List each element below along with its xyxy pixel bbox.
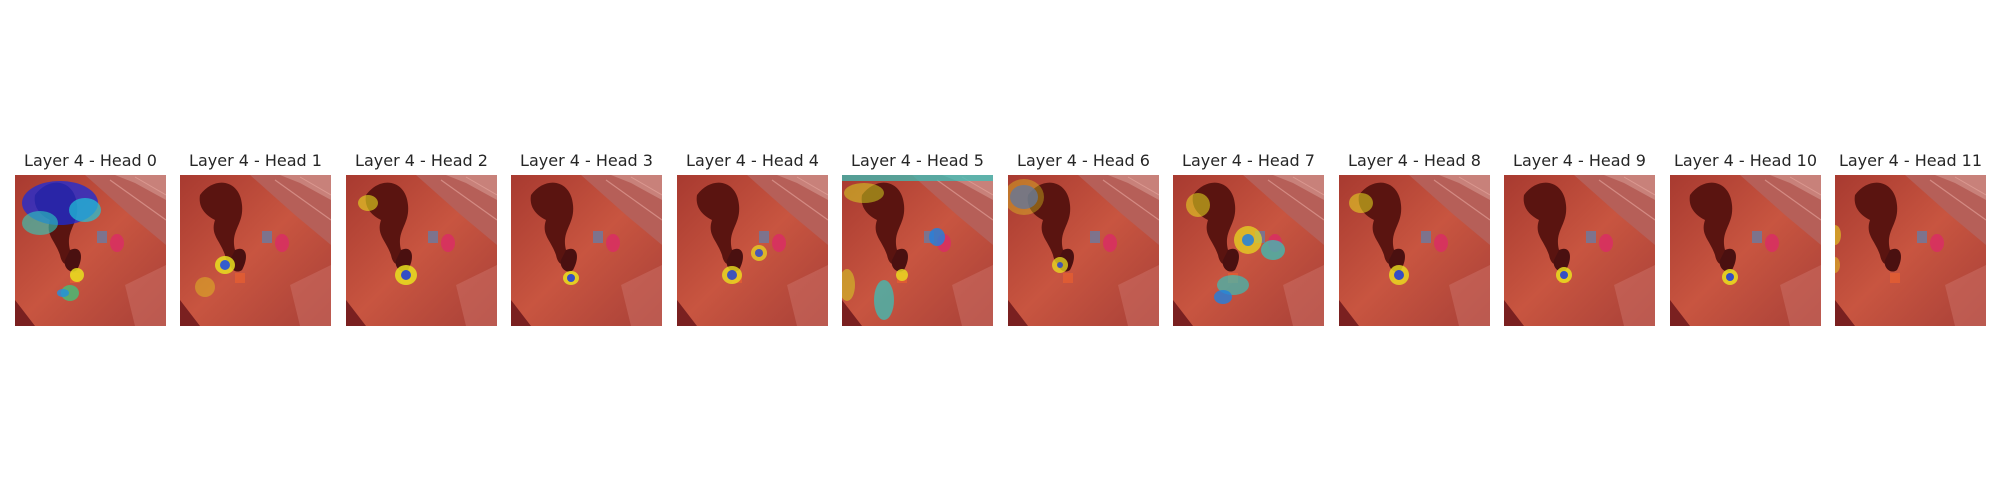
panel-head-8: Layer 4 - Head 8 — [1339, 150, 1490, 326]
panel-title: Layer 4 - Head 11 — [1838, 151, 1983, 170]
panel-head-7: Layer 4 - Head 7 — [1173, 150, 1324, 326]
panel-head-2: Layer 4 - Head 2 — [346, 150, 497, 326]
attention-map-image — [1835, 175, 1986, 326]
attention-map-image — [1339, 175, 1490, 326]
panel-title: Layer 4 - Head 8 — [1348, 151, 1481, 170]
panel-title: Layer 4 - Head 7 — [1182, 151, 1315, 170]
attention-map-image — [511, 175, 662, 326]
panel-head-9: Layer 4 - Head 9 — [1504, 150, 1655, 326]
attention-map-image — [1008, 175, 1159, 326]
panel-head-1: Layer 4 - Head 1 — [180, 150, 331, 326]
panel-head-5: Layer 4 - Head 5 — [842, 150, 993, 326]
panel-head-3: Layer 4 - Head 3 — [511, 150, 662, 326]
attention-map-image — [1670, 175, 1821, 326]
panel-head-10: Layer 4 - Head 10 — [1670, 150, 1821, 326]
panel-head-11: Layer 4 - Head 11 — [1835, 150, 1986, 326]
panel-title: Layer 4 - Head 9 — [1513, 151, 1646, 170]
panel-title: Layer 4 - Head 6 — [1017, 151, 1150, 170]
attention-map-image — [842, 175, 993, 326]
panel-title: Layer 4 - Head 3 — [520, 151, 653, 170]
attention-map-image — [346, 175, 497, 326]
panel-title: Layer 4 - Head 1 — [189, 151, 322, 170]
attention-map-image — [15, 175, 166, 326]
panel-head-4: Layer 4 - Head 4 — [677, 150, 828, 326]
attention-map-image — [1173, 175, 1324, 326]
panel-title: Layer 4 - Head 4 — [686, 151, 819, 170]
panel-head-0: Layer 4 - Head 0 — [15, 150, 166, 326]
panel-title: Layer 4 - Head 5 — [851, 151, 984, 170]
attention-map-image — [180, 175, 331, 326]
panel-title: Layer 4 - Head 2 — [355, 151, 488, 170]
attention-map-image — [1504, 175, 1655, 326]
panel-title: Layer 4 - Head 0 — [24, 151, 157, 170]
attention-map-image — [677, 175, 828, 326]
panel-title: Layer 4 - Head 10 — [1673, 151, 1818, 170]
panel-head-6: Layer 4 - Head 6 — [1008, 150, 1159, 326]
